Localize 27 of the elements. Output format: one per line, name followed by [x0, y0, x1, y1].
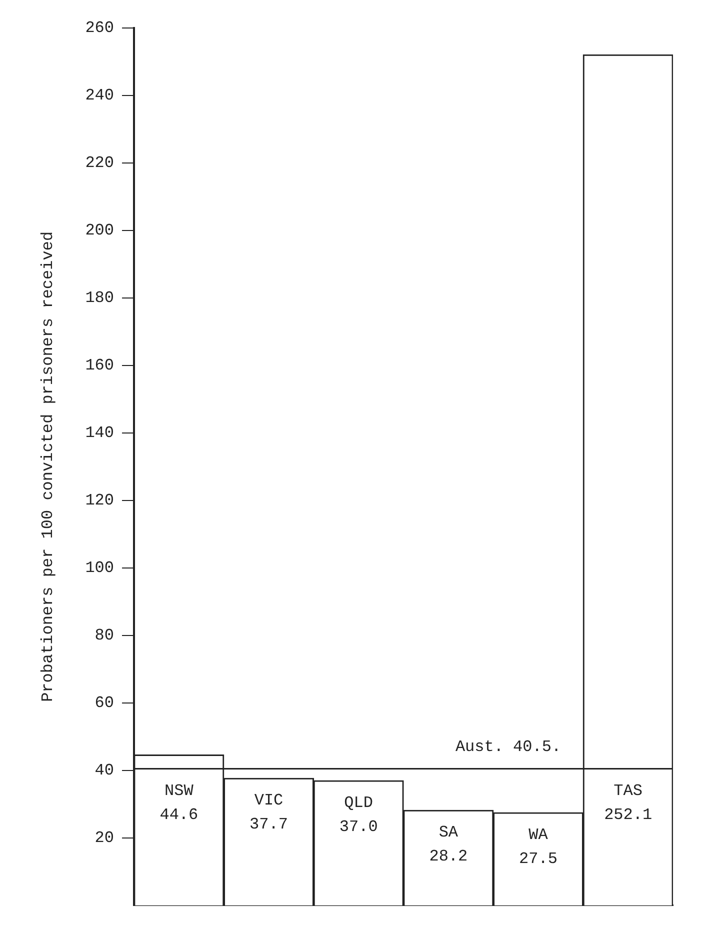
data-label: 37.0 — [339, 818, 378, 836]
y-axis-title: Probationers per 100 convicted prisoners received — [38, 231, 57, 702]
x-tick-label: TAS — [614, 782, 642, 800]
y-tick-label: 40 — [94, 762, 114, 780]
data-label: 44.6 — [160, 806, 198, 824]
data-label: 27.5 — [519, 850, 558, 868]
y-tick-label: 80 — [94, 626, 114, 645]
y-tick-label: 60 — [94, 694, 114, 712]
x-tick-label: WA — [528, 826, 548, 844]
x-tick-label: NSW — [164, 782, 194, 800]
y-tick-label: 120 — [85, 492, 114, 510]
y-tick-label: 200 — [85, 222, 114, 240]
ref-line-label: Aust. 40.5. — [455, 738, 562, 756]
y-tick-label: 260 — [85, 19, 114, 38]
x-tick-label: QLD — [344, 794, 373, 812]
y-tick-label: 160 — [85, 356, 114, 375]
data-label: 28.2 — [429, 847, 468, 866]
y-tick-label: 100 — [85, 559, 114, 578]
y-tick-label: 180 — [85, 289, 114, 308]
y-tick-label: 20 — [94, 829, 114, 848]
y-tick-label: 140 — [85, 424, 114, 442]
y-tick-label: 240 — [85, 86, 114, 105]
x-tick-label: VIC — [254, 791, 284, 810]
x-tick-label: SA — [438, 823, 458, 842]
data-label: 252.1 — [604, 806, 652, 824]
y-tick-label: 220 — [85, 154, 114, 172]
data-label: 37.7 — [250, 815, 288, 834]
